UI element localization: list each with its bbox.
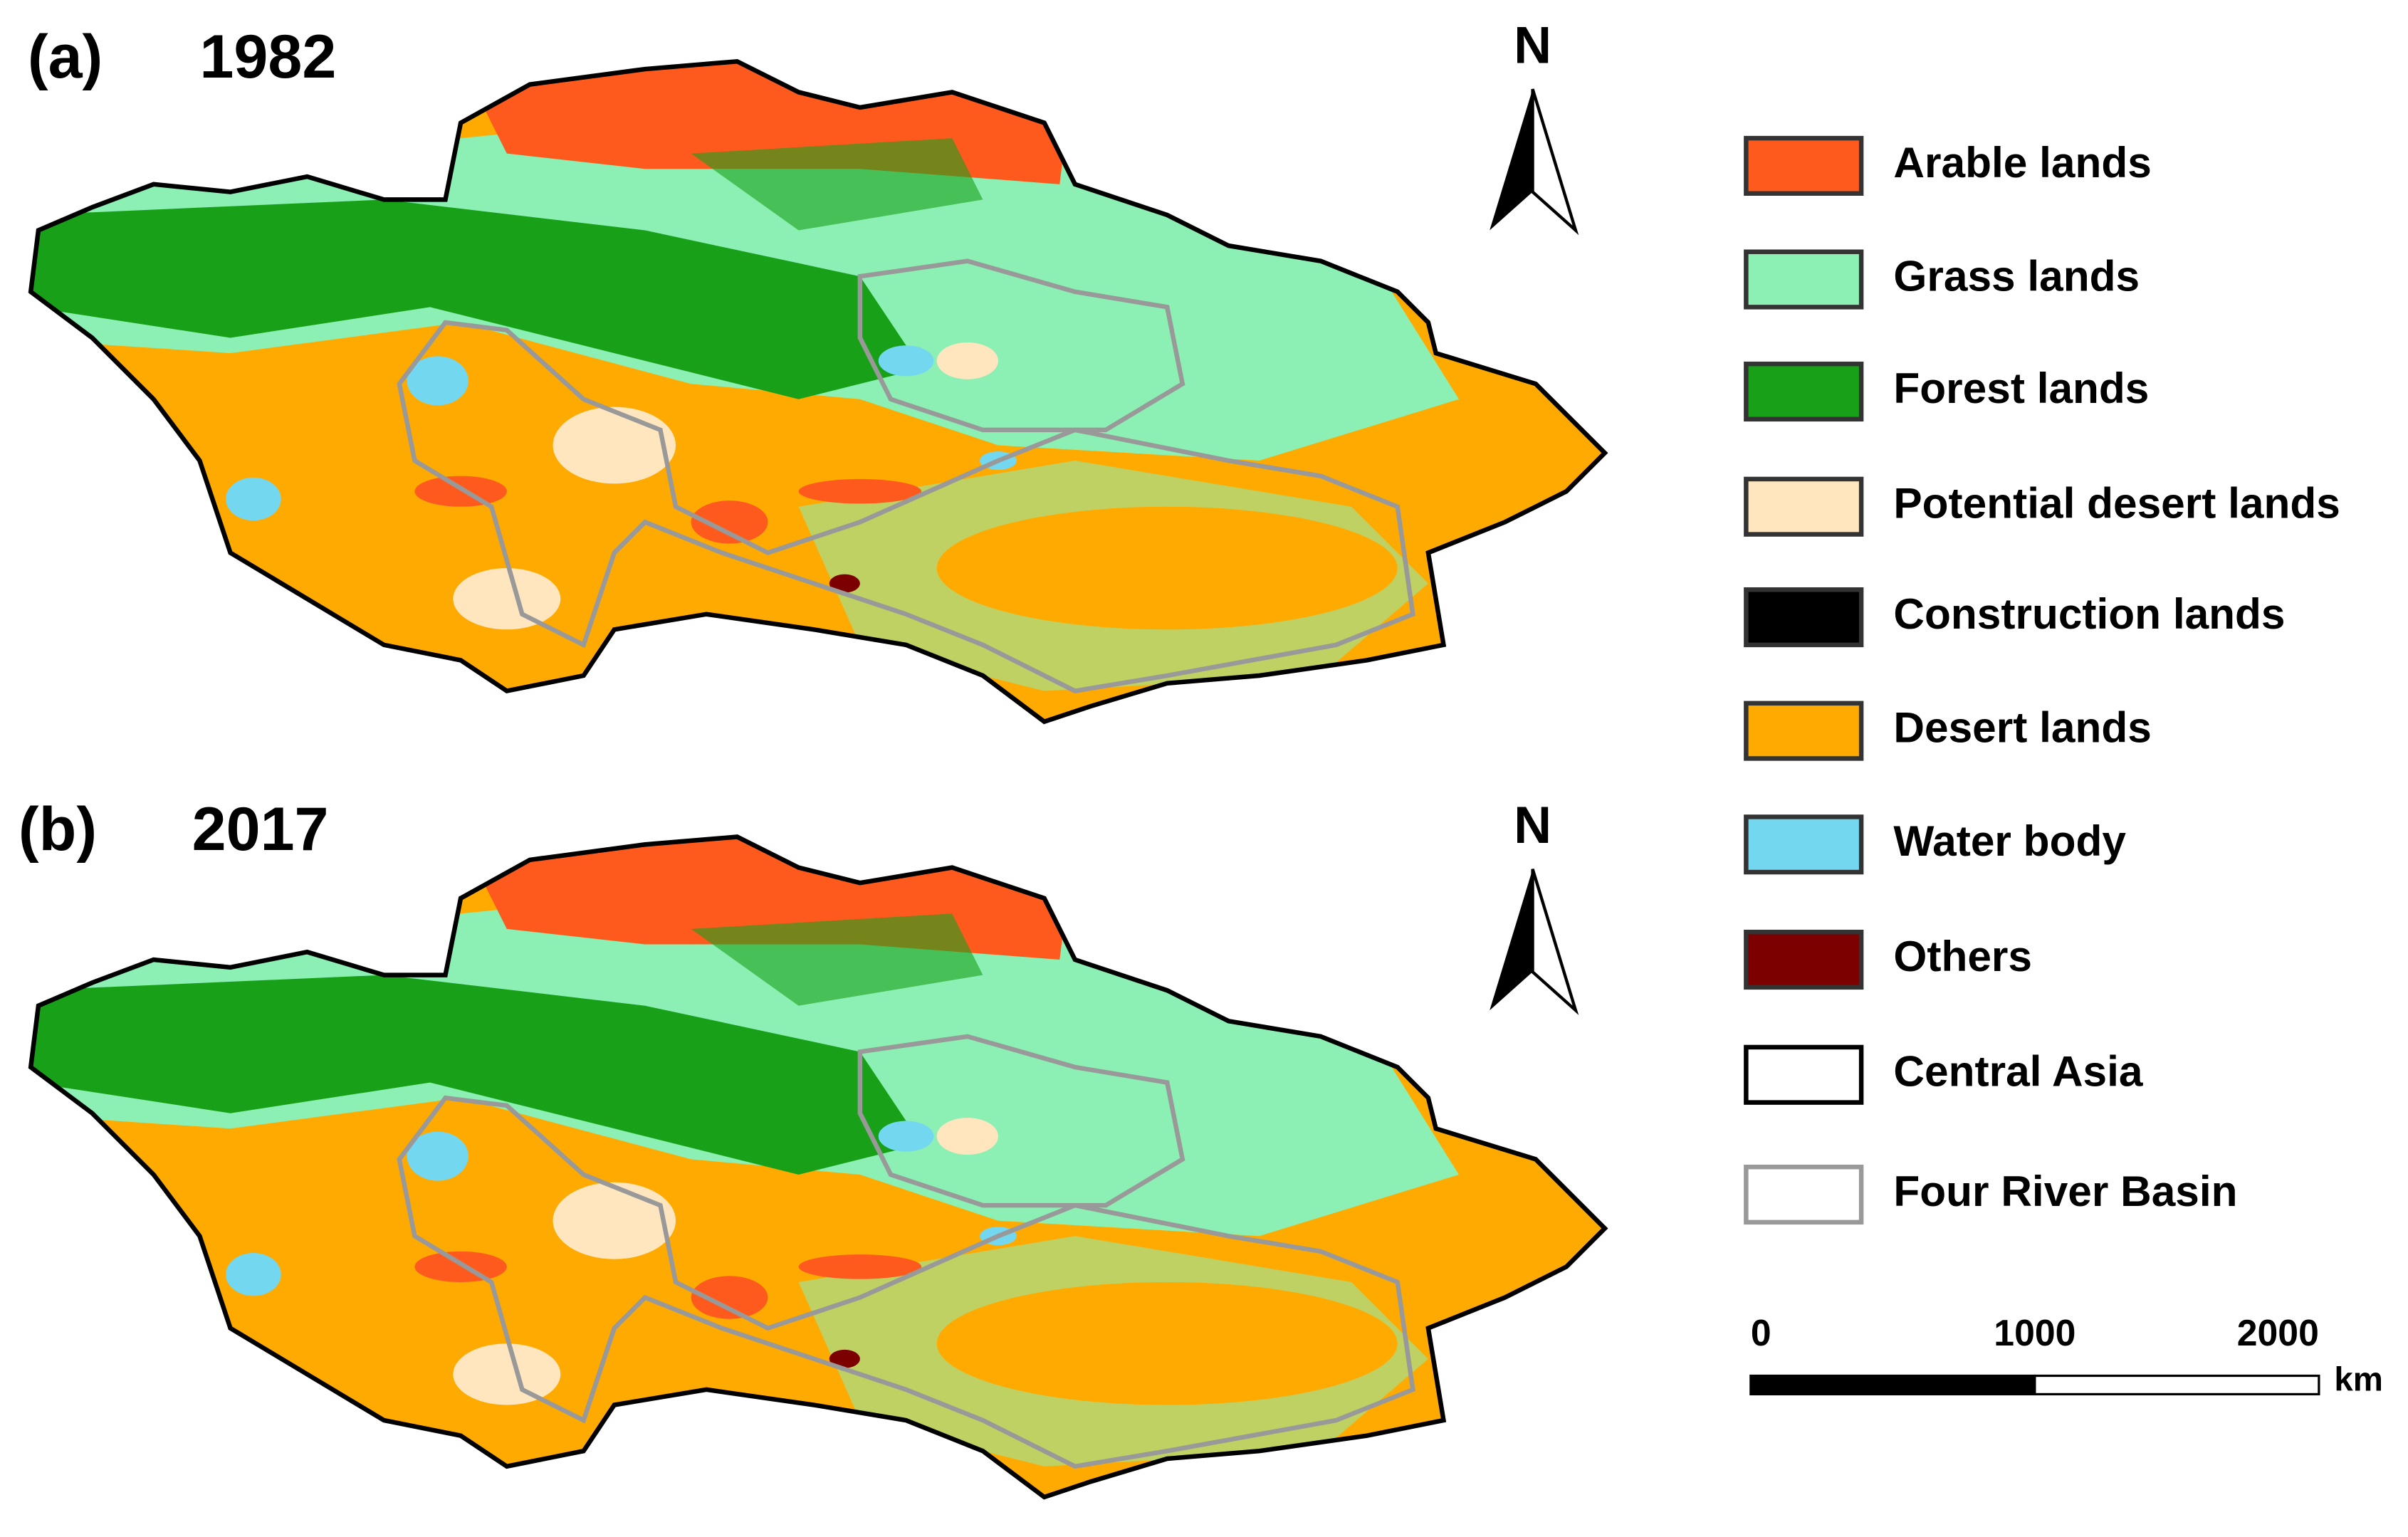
legend-label: Others: [1893, 932, 2032, 980]
legend-label: Desert lands: [1893, 703, 2151, 752]
scale-tick-label: 2000: [2237, 1312, 2319, 1353]
panel-year: 2017: [192, 795, 329, 864]
legend-swatch: [1744, 701, 1864, 761]
legend-label: Forest lands: [1893, 364, 2149, 412]
panel-label: (a): [28, 23, 103, 91]
legend-swatch: [1744, 249, 1864, 310]
legend-label: Water body: [1893, 817, 2126, 865]
legend-label: Four River Basin: [1893, 1167, 2237, 1215]
legend-swatch: [1744, 1044, 1864, 1105]
scale-segment: [1749, 1374, 2036, 1396]
scale-unit: km: [2334, 1361, 2383, 1399]
map-1982: [0, 0, 1690, 767]
panel-label: (b): [19, 795, 97, 864]
legend-label: Arable lands: [1893, 138, 2151, 187]
legend-swatch: [1744, 135, 1864, 196]
legend-label: Potential desert lands: [1893, 479, 2340, 528]
legend-swatch: [1744, 361, 1864, 422]
legend-swatch: [1744, 476, 1864, 537]
legend-label: Grass lands: [1893, 251, 2140, 300]
legend-label: Construction lands: [1893, 589, 2285, 638]
legend-swatch: [1744, 929, 1864, 990]
north-arrow: N: [1490, 16, 1579, 236]
legend-swatch: [1744, 587, 1864, 648]
scale-tick-label: 1000: [1994, 1312, 2075, 1353]
north-label: N: [1514, 16, 1551, 74]
scale-tick-label: 0: [1751, 1312, 1771, 1353]
legend-swatch: [1744, 814, 1864, 875]
north-arrow: N: [1490, 796, 1579, 1015]
north-label: N: [1514, 796, 1551, 854]
legend-swatch: [1744, 1164, 1864, 1225]
map-2017: [0, 775, 1690, 1537]
legend-label: Central Asia: [1893, 1047, 2142, 1096]
scale-segment: [2033, 1374, 2320, 1396]
panel-year: 1982: [199, 23, 336, 91]
